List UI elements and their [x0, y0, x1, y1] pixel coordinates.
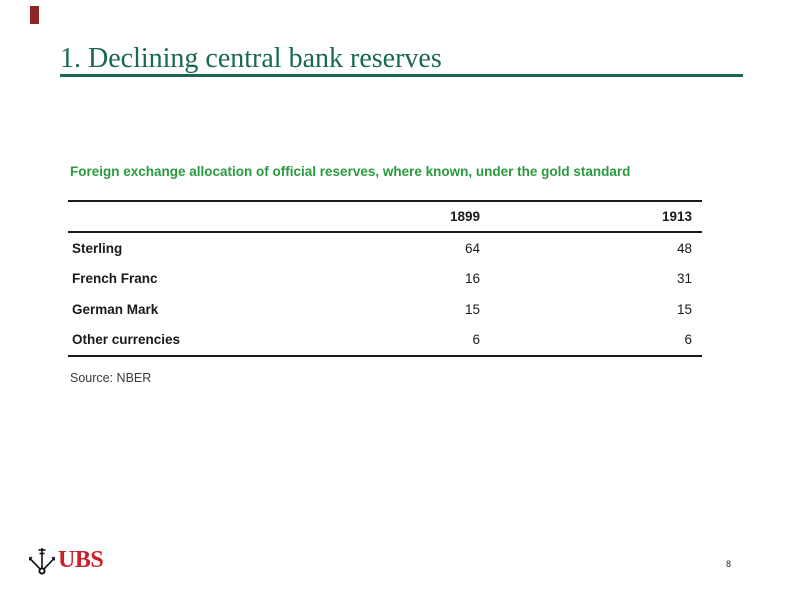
table-row: Sterling 64 48 — [68, 232, 702, 264]
ubs-logo: UBS — [29, 545, 104, 577]
table-header-row: 1899 1913 — [68, 201, 702, 233]
row-value-1899: 16 — [464, 271, 480, 287]
row-value-1913: 31 — [676, 271, 692, 287]
row-label: German Mark — [72, 301, 159, 317]
row-label: Other currencies — [72, 332, 181, 348]
table-title: Foreign exchange allocation of official … — [70, 164, 631, 179]
reserves-table: 1899 1913 Sterling 64 48 French Franc 16… — [68, 200, 702, 357]
row-label: French Franc — [72, 271, 158, 287]
row-value-1913: 48 — [676, 240, 692, 256]
source-note: Source: NBER — [70, 371, 152, 385]
table-row: Other currencies 6 6 — [68, 325, 702, 357]
table-row: French Franc 16 31 — [68, 264, 702, 295]
table-row: German Mark 15 15 — [68, 294, 702, 325]
page-number: 8 — [726, 559, 732, 569]
title-underline — [60, 74, 743, 77]
row-value-1913: 15 — [676, 301, 692, 317]
row-value-1899: 64 — [464, 240, 480, 256]
row-label: Sterling — [72, 240, 123, 256]
row-value-1913: 6 — [684, 332, 692, 348]
ubs-logo-text: UBS — [58, 547, 104, 573]
ubs-three-keys-icon — [29, 548, 55, 575]
accent-bar — [30, 6, 39, 24]
reserves-table-block: Foreign exchange allocation of official … — [68, 163, 702, 385]
header-year-1899: 1899 — [328, 201, 480, 233]
header-year-1913: 1913 — [480, 201, 702, 233]
row-value-1899: 6 — [472, 332, 480, 348]
page-title: 1. Declining central bank reserves — [60, 43, 442, 74]
row-value-1899: 15 — [464, 301, 480, 317]
header-empty-cell — [68, 201, 328, 233]
